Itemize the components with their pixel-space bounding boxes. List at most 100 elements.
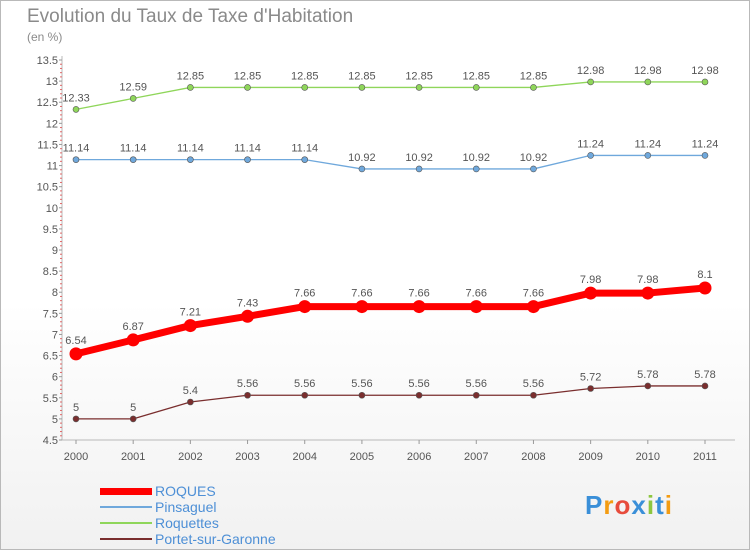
data-point [472,165,480,173]
y-tick-label: 13.5 [37,55,58,67]
y-tick-label: 7 [52,329,58,341]
data-point [472,84,480,91]
data-label: 11.24 [634,138,661,150]
data-point [587,152,594,159]
legend-swatch-roquettes [100,522,152,524]
data-point [298,300,312,314]
data-point [358,165,366,173]
proxiti-logo: Proxiti [585,490,673,520]
y-tick-label: 7.5 [43,308,58,320]
data-label: 12.98 [634,65,662,77]
data-label: 12.85 [234,70,262,82]
data-point [301,84,309,91]
data-label: 10.92 [520,152,548,164]
data-point [526,300,540,314]
y-tick-label: 11 [47,161,58,173]
data-point [701,382,709,390]
data-label: 7.43 [237,297,258,309]
x-tick-label: 2003 [235,451,259,463]
series-line-pinsaguel [76,154,705,170]
data-label: 11.14 [177,143,204,155]
legend-label-roques: ROQUES [155,483,216,499]
data-point [244,84,251,91]
data-point [530,391,537,399]
y-tick-label: 8 [52,287,58,299]
data-point [644,152,652,159]
data-point [187,156,194,163]
y-tick-label: 13 [46,76,58,88]
data-label: 11.14 [120,143,147,155]
data-point [530,165,537,173]
data-label: 12.85 [463,70,491,82]
data-label: 12.33 [62,92,90,104]
data-label: 10.92 [348,152,376,164]
data-point [241,309,255,323]
chart-subtitle: (en %) [27,30,63,44]
data-point [187,398,194,406]
data-point [129,415,137,423]
data-label: 8.1 [697,269,712,281]
data-label: 7.66 [408,288,429,300]
data-label: 12.85 [520,70,548,82]
data-label: 5.56 [294,378,315,390]
x-tick-label: 2006 [407,451,431,463]
x-tick-label: 2010 [636,451,660,463]
legend-swatch-roques [100,488,152,495]
y-tick-label: 10 [46,203,58,215]
y-tick-label: 12 [46,118,58,130]
data-point [69,347,83,361]
data-label: 11.14 [63,143,90,155]
x-tick-label: 2005 [350,451,374,463]
legend-swatch-pinsaguel [100,506,152,508]
x-tick-label: 2007 [464,451,488,463]
data-label: 12.85 [291,70,319,82]
data-point [472,391,480,399]
data-point [358,84,366,91]
x-tick-label: 2002 [178,451,202,463]
y-tick-label: 8.5 [43,266,58,278]
data-point [701,152,709,159]
data-point [129,156,137,163]
series-line-roques [75,284,706,358]
data-point [584,286,598,300]
data-point [187,84,194,91]
data-label: 7.66 [523,288,544,300]
series-line-roquettes [75,81,705,111]
y-tick-label: 6 [52,372,58,384]
data-label: 11.24 [692,138,719,150]
data-point [126,333,140,347]
data-label: 11.14 [291,143,318,155]
data-point [698,281,712,295]
data-point [72,415,80,423]
y-tick-label: 4.5 [43,435,58,447]
data-label: 10.92 [405,152,433,164]
data-label: 7.21 [180,307,201,319]
data-point [355,300,369,314]
data-label: 12.85 [177,70,205,82]
data-point [244,391,251,399]
legend-label-roquettes: Roquettes [155,515,219,531]
data-point [301,156,309,163]
data-label: 10.92 [463,152,491,164]
data-label: 6.54 [65,335,86,347]
data-point [72,106,80,113]
data-point [644,78,652,86]
data-point [415,165,423,173]
y-tick-label: 12.5 [37,97,58,109]
y-tick-label: 5 [52,414,58,426]
data-point [701,78,709,86]
y-tick-label: 6.5 [43,351,58,363]
data-point [244,156,251,163]
data-label: 12.85 [405,70,433,82]
data-label: 5.4 [183,385,198,397]
y-tick-label: 9.5 [43,224,58,236]
data-label: 5 [130,402,136,414]
data-point [358,391,366,399]
legend-label-portet: Portet-sur-Garonne [155,531,276,547]
data-label: 5.56 [466,378,487,390]
x-tick-label: 2011 [693,451,717,463]
x-tick-label: 2001 [121,451,145,463]
x-tick-label: 2009 [578,451,602,463]
